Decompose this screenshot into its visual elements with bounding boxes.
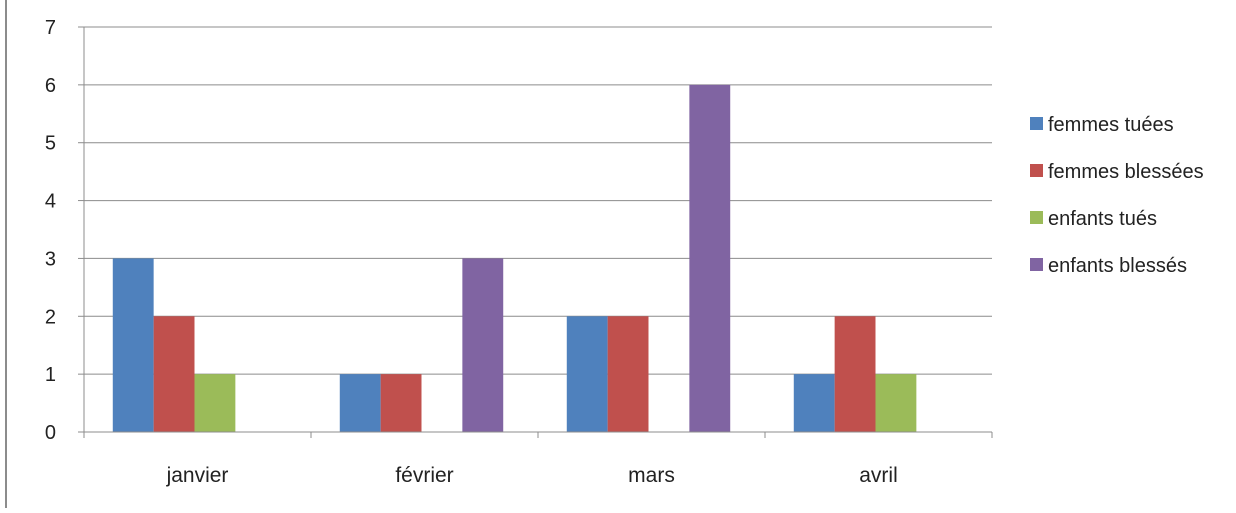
y-tick-label: 3 <box>45 248 56 270</box>
y-tick-label: 2 <box>45 306 56 328</box>
y-tick-label: 6 <box>45 75 56 97</box>
x-tick-label: avril <box>859 464 898 487</box>
bar <box>381 374 422 432</box>
bar <box>567 316 608 432</box>
bar <box>195 374 236 432</box>
legend-swatch <box>1030 211 1043 224</box>
bar <box>154 316 195 432</box>
bar <box>689 85 730 432</box>
bar <box>113 258 154 432</box>
legend: femmes tuées femmes blessées enfants tués e… <box>1030 114 1204 277</box>
legend-label: enfants blessés <box>1048 255 1187 277</box>
legend-swatch <box>1030 258 1043 271</box>
y-tick-label: 1 <box>45 364 56 386</box>
legend-swatch <box>1030 164 1043 177</box>
x-tick-label: janvier <box>166 464 229 487</box>
bar <box>794 374 835 432</box>
y-tick-label: 4 <box>45 191 56 213</box>
legend-swatch <box>1030 117 1043 130</box>
y-tick-label: 5 <box>45 133 56 155</box>
legend-label: enfants tués <box>1048 208 1157 230</box>
legend-label: femmes tuées <box>1048 114 1174 136</box>
y-tick-label: 0 <box>45 422 56 444</box>
y-tick-label: 7 <box>45 17 56 39</box>
bar <box>835 316 876 432</box>
x-tick-label: février <box>395 464 453 487</box>
bar <box>340 374 381 432</box>
bar <box>876 374 917 432</box>
bar <box>462 258 503 432</box>
legend-label: femmes blessées <box>1048 161 1204 183</box>
bar <box>608 316 649 432</box>
x-tick-label: mars <box>628 464 675 487</box>
